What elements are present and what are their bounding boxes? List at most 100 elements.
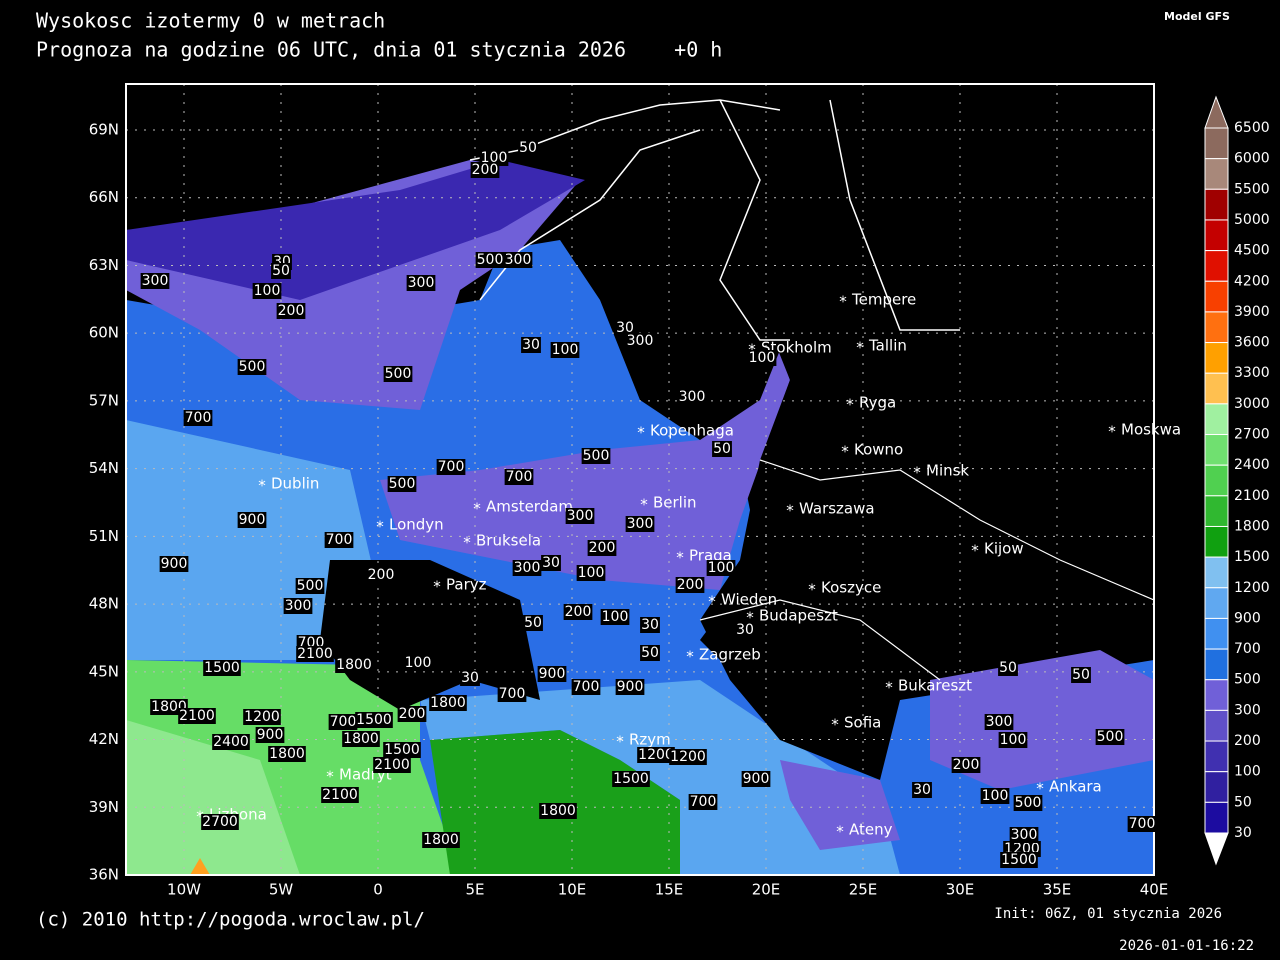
contour-label: 1800	[336, 657, 372, 673]
colorbar-label: 1800	[1234, 518, 1270, 534]
city-label: Moskwa	[1121, 421, 1181, 439]
colorbar-box	[1204, 250, 1229, 282]
city-marker: *	[637, 424, 645, 442]
copyright: (c) 2010 http://pogoda.wroclaw.pl/	[36, 909, 425, 931]
contour-label: 100	[1000, 732, 1027, 748]
city-marker: *	[808, 581, 816, 599]
city-marker: *	[473, 500, 481, 518]
contour-label-bg	[366, 567, 396, 583]
city-marker: *	[196, 808, 204, 826]
contour-label: 700	[326, 532, 353, 548]
contour-label-bg	[271, 263, 291, 279]
colorbar-label: 2700	[1234, 427, 1270, 443]
contour-label-bg	[615, 679, 645, 695]
contour-label-bg	[328, 714, 358, 730]
region	[126, 720, 300, 875]
colorbar-label: 1500	[1234, 549, 1270, 565]
colorbar-box	[1204, 342, 1229, 374]
colorbar-label: 3000	[1234, 396, 1270, 412]
city-label: Koszyce	[821, 579, 881, 597]
city-label: Bukareszt	[898, 677, 972, 695]
contour-label-bg	[706, 560, 736, 576]
contour-label: 2100	[374, 757, 410, 773]
contour-label-bg	[998, 732, 1028, 748]
contour-label: 700	[690, 794, 717, 810]
contour-label-bg	[600, 609, 630, 625]
contour-label: 500	[385, 366, 412, 382]
contour-label: 500	[1015, 795, 1042, 811]
city-label: Paryz	[446, 576, 487, 594]
city-marker: *	[746, 609, 754, 627]
contour-label: 900	[161, 556, 188, 572]
colorbar-box	[1204, 801, 1229, 834]
border	[759, 459, 1155, 601]
lat-label: 54N	[89, 459, 119, 477]
title: Wysokosc izotermy 0 w metrach	[36, 9, 385, 33]
contour-label-bg	[518, 140, 538, 156]
city-marker: *	[1108, 423, 1116, 441]
city-marker: *	[676, 549, 684, 567]
contour-label-bg	[587, 540, 617, 556]
colorbar-label: 3300	[1234, 365, 1270, 381]
colorbar-label: 5500	[1234, 181, 1270, 197]
contour-label: 1800	[423, 832, 459, 848]
region	[126, 420, 380, 660]
contour-label-bg	[470, 162, 500, 178]
contour-label: 100	[552, 342, 579, 358]
contour-label-bg	[677, 389, 707, 405]
city-label: Ankara	[1049, 778, 1102, 796]
timestamp: 2026-01-01-16:22	[1119, 938, 1254, 954]
contour-label-bg	[276, 303, 306, 319]
border	[719, 99, 790, 341]
contour-label: 200	[565, 604, 592, 620]
lon-label: 15E	[655, 881, 684, 899]
contour-label-bg	[237, 359, 267, 375]
contour-label: 1800	[269, 746, 305, 762]
contour-label: 700	[330, 714, 357, 730]
colorbar-box	[1204, 219, 1229, 252]
contour-label-bg	[951, 757, 981, 773]
colorbar-label: 2400	[1234, 457, 1270, 473]
contour-label: 500	[389, 476, 416, 492]
contour-label-bg	[541, 555, 561, 571]
colorbar-label: 700	[1234, 641, 1261, 657]
city-marker: *	[885, 679, 893, 697]
contour-label-bg	[422, 832, 460, 848]
contour-label-bg	[335, 657, 373, 673]
contour-label: 700	[185, 410, 212, 426]
contour-label: 1800	[343, 731, 379, 747]
contour-label-bg	[669, 749, 707, 765]
contour-label-bg	[612, 771, 650, 787]
contour-label: 30	[522, 337, 540, 353]
city-marker: *	[836, 823, 844, 841]
contour-label: 1500	[356, 712, 392, 728]
contour-label-bg	[1071, 667, 1091, 683]
contour-label: 100	[254, 283, 281, 299]
contour-label: 1800	[430, 695, 466, 711]
city-marker: *	[376, 518, 384, 536]
city-marker: *	[640, 496, 648, 514]
land	[600, 84, 1154, 780]
contour-label-bg	[460, 670, 480, 686]
contour-label-bg	[512, 560, 542, 576]
contour-label-bg	[252, 283, 282, 299]
contour-label-bg	[563, 604, 593, 620]
contour-label: 30	[641, 617, 659, 633]
colorbar-label: 3900	[1234, 304, 1270, 320]
contour-label-bg	[1127, 816, 1157, 832]
contour-label: 2700	[202, 814, 238, 830]
contour-label-bg	[296, 646, 334, 662]
colorbar-box	[1204, 679, 1229, 711]
city-label: Sofia	[844, 714, 881, 732]
contour-label-bg	[640, 645, 660, 661]
contour-label-bg	[747, 350, 777, 366]
city-marker: *	[686, 648, 694, 666]
contour-label-bg	[373, 757, 411, 773]
contour-label-bg	[475, 252, 505, 268]
contour-label-bg	[980, 788, 1010, 804]
contour-label-bg	[523, 615, 543, 631]
contour-label: 700	[1129, 816, 1156, 832]
contour-label-bg	[625, 516, 655, 532]
contour-label: 30	[736, 622, 754, 638]
